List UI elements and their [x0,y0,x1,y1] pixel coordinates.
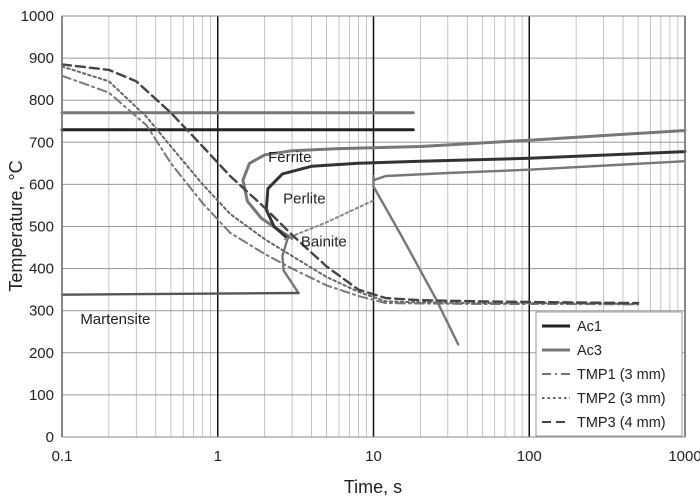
legend-label: Ac1 [577,319,602,335]
y-tick-labels: 0 100 200 300 400 500 600 700 800 900 1000 [21,8,54,446]
y-tick-label: 900 [29,50,54,67]
legend-label: TMP3 (4 mm) [577,415,666,431]
perlite-start-line [372,160,687,182]
ferrite-boundary-line [241,129,687,240]
x-axis-label: Time, s [344,477,402,497]
y-tick-label: 1000 [21,8,54,25]
annotation-ferrite: Ferrite [268,149,311,166]
legend-label: TMP2 (3 mm) [577,391,666,407]
y-tick-label: 600 [29,176,54,193]
phase-annotations: Ferrite Perlite Bainite Martensite [80,149,346,328]
x-tick-label: 1 [214,448,222,465]
legend: Ac1 Ac3 TMP1 (3 mm) TMP2 (3 mm) TMP3 (4 mm) [535,311,683,437]
x-tick-label: 100 [517,448,542,465]
x-tick-labels: 0.1 1 10 100 1000 [52,448,700,465]
bainite-finish-line [372,174,460,346]
y-tick-label: 100 [29,387,54,404]
cooling-curves [60,63,640,306]
plot-frame [61,15,686,438]
legend-label: Ac3 [577,343,602,359]
martensite-start-line [60,291,300,296]
y-tick-label: 700 [29,134,54,151]
y-axis-label: Temperature, °C [6,160,26,291]
tmp2-3-mm-line [61,65,640,305]
y-tick-label: 800 [29,92,54,109]
perlite-boundary-line [264,150,687,240]
annotation-bainite: Bainite [301,234,347,251]
y-tick-label: 500 [29,219,54,236]
legend-box [535,311,683,437]
x-tick-label: 10 [365,448,382,465]
tmp3-4-mm-line [60,63,640,305]
x-tick-label: 0.1 [52,448,73,465]
phase-boundaries [60,129,687,346]
annotation-martensite: Martensite [80,311,150,328]
legend-label: TMP1 (3 mm) [577,367,666,383]
y-tick-label: 0 [46,429,54,446]
bainite-dotted-guide-line [283,199,375,241]
y-tick-label: 400 [29,261,54,278]
y-tick-label: 200 [29,345,54,362]
annotation-perlite: Perlite [283,190,326,207]
x-tick-label: 1000 [668,448,700,465]
y-tick-label: 300 [29,303,54,320]
